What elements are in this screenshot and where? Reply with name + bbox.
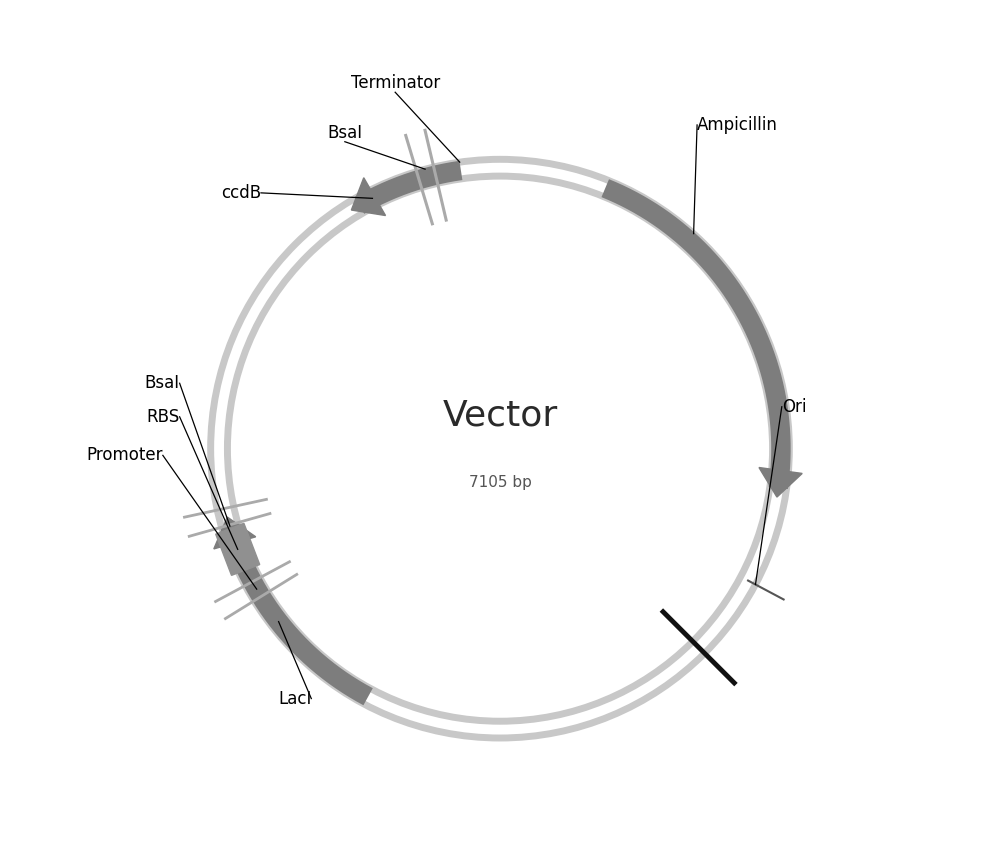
Text: Vector: Vector bbox=[442, 398, 558, 432]
Text: RBS: RBS bbox=[146, 407, 180, 426]
Polygon shape bbox=[214, 517, 256, 549]
Text: Ori: Ori bbox=[782, 398, 806, 416]
Text: Promoter: Promoter bbox=[86, 446, 163, 464]
Text: BsaI: BsaI bbox=[327, 124, 362, 141]
Text: BsaI: BsaI bbox=[145, 374, 180, 392]
Text: LacI: LacI bbox=[278, 689, 311, 707]
Text: 7105 bp: 7105 bp bbox=[469, 474, 531, 490]
Text: Ampicillin: Ampicillin bbox=[697, 116, 778, 134]
Polygon shape bbox=[759, 468, 802, 497]
Text: ccdB: ccdB bbox=[221, 184, 261, 202]
Polygon shape bbox=[216, 523, 260, 575]
Text: Terminator: Terminator bbox=[351, 75, 440, 92]
Polygon shape bbox=[351, 178, 386, 215]
